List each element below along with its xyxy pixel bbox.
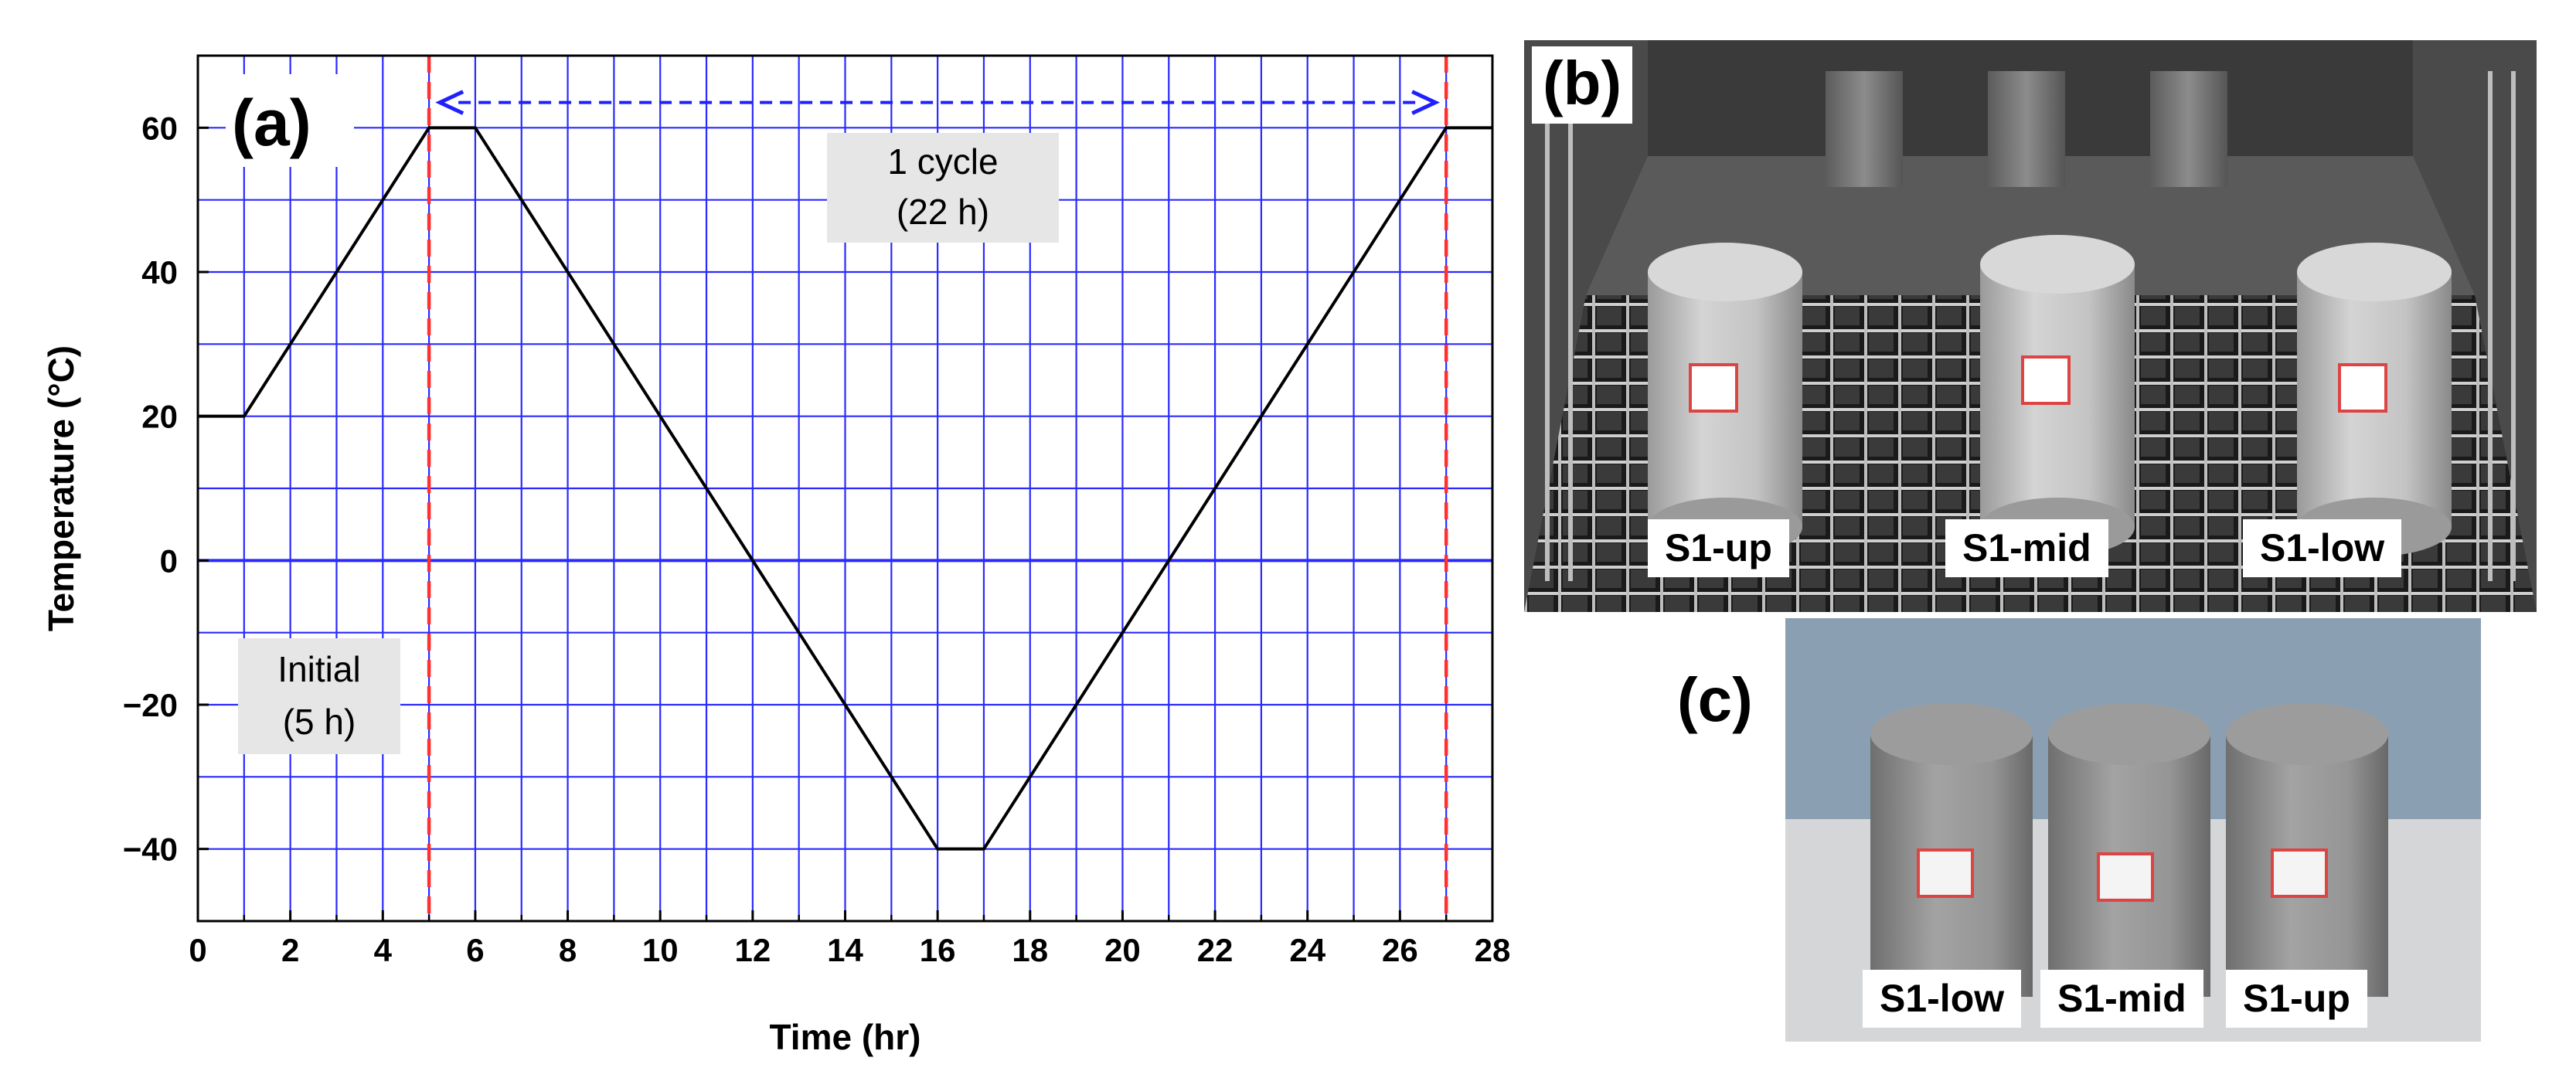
cylinder-c-mid: [2048, 703, 2210, 997]
photo-c-label-3: S1-up: [2226, 970, 2367, 1028]
cylinder-left: [1648, 243, 1802, 556]
cycle-arrow-head-left: [435, 90, 464, 115]
x-tick-label: 10: [642, 932, 679, 968]
photo-c-samples: S1-low S1-mid S1-up: [1785, 618, 2481, 1042]
panel-b-label: (b): [1543, 49, 1622, 117]
y-tick-label: 40: [141, 254, 178, 291]
y-tick-label: −40: [123, 831, 178, 868]
initial-annotation-line2: (5 h): [283, 702, 356, 742]
x-tick-label: 26: [1382, 932, 1418, 968]
x-tick-label: 8: [559, 932, 577, 968]
cycle-arrow-head-right: [1411, 90, 1441, 115]
photo-c-label-2: S1-mid: [2040, 970, 2203, 1028]
photo-c-label-1: S1-low: [1863, 970, 2022, 1028]
cycle-annotation-line2: (22 h): [897, 192, 989, 232]
x-tick-label: 4: [374, 932, 393, 968]
photo-b-label-2: S1-mid: [1945, 519, 2108, 577]
photo-b-label-1: S1-up: [1648, 519, 1789, 577]
cycle-annotation-box: [827, 133, 1059, 243]
cycle-arrow: [435, 90, 1441, 115]
x-tick-label: 18: [1012, 932, 1048, 968]
y-tick-label: 20: [141, 399, 178, 435]
panel-a-label: (a): [232, 87, 311, 159]
x-tick-label: 22: [1197, 932, 1234, 968]
x-tick-label: 2: [281, 932, 299, 968]
y-tick-label: 0: [160, 542, 178, 579]
x-axis-label: Time (hr): [770, 1017, 921, 1057]
initial-annotation-box: [238, 638, 400, 754]
y-axis-label: Temperature (°C): [41, 345, 81, 631]
panel-c-label: (c): [1677, 665, 1753, 734]
cycle-boundary-lines: [427, 56, 1448, 921]
x-tick-label: 0: [189, 932, 206, 968]
x-tick-label: 28: [1475, 932, 1511, 968]
chamber-scene: [1524, 40, 2537, 612]
x-tick-label: 14: [827, 932, 863, 968]
panel-b-label-box: (b): [1532, 46, 1633, 124]
photo-b-label-3: S1-low: [2243, 519, 2402, 577]
cycle-annotation-line1: 1 cycle: [887, 141, 998, 182]
photo-b-chamber: (b) S1-up S1-mid S1-low: [1524, 40, 2537, 612]
x-tick-label: 6: [466, 932, 484, 968]
x-tick-label: 16: [920, 932, 956, 968]
y-tick-label: −20: [123, 687, 178, 723]
cylinder-c-right: [2226, 703, 2388, 997]
y-tick-label: 60: [141, 110, 178, 146]
temperature-series-line: [198, 126, 1492, 851]
panel-a-label-bg: [226, 74, 354, 167]
cylinder-c-left: [1870, 703, 2033, 997]
initial-annotation-line1: Initial: [277, 649, 360, 689]
cylinder-right: [2297, 243, 2452, 556]
x-tick-label: 20: [1104, 932, 1141, 968]
x-tick-label: 24: [1289, 932, 1325, 968]
cylinder-mid: [1980, 235, 2135, 556]
x-tick-label: 12: [734, 932, 771, 968]
